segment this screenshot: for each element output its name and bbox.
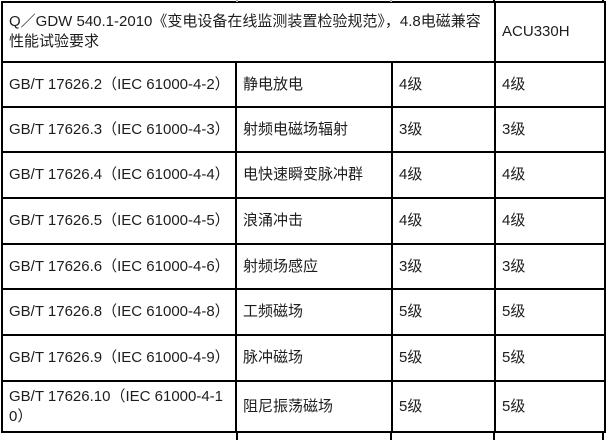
standard-cell: GB/T 17626.4（IEC 61000-4-4） [1, 151, 237, 199]
required-level-cell: 3级 [390, 243, 497, 290]
standard-cell: GB/T 17626.2（IEC 61000-4-2） [1, 61, 237, 108]
device-level-cell: 4级 [494, 61, 607, 108]
table-row: GB/T 17626.9（IEC 61000-4-9） 脉冲磁场 5级 5级 [1, 334, 607, 382]
grid-line-stub [493, 0, 495, 2]
required-level-cell: 4级 [390, 151, 497, 199]
test-item-cell: 射频电磁场辐射 [235, 106, 393, 153]
test-item-cell: 电快速瞬变脉冲群 [235, 151, 393, 199]
grid-line-stub [390, 0, 392, 2]
table-row: GB/T 17626.6（IEC 61000-4-6） 射频场感应 3级 3级 [1, 243, 607, 290]
test-item-cell: 静电放电 [235, 61, 393, 108]
table-header-row: Q／GDW 540.1-2010《变电设备在线监测装置检验规范》，4.8电磁兼容… [0, 1, 607, 63]
device-level-cell: 4级 [494, 151, 607, 199]
device-level-cell: 5级 [494, 380, 607, 433]
grid-line-stub [390, 433, 392, 440]
standard-cell: GB/T 17626.5（IEC 61000-4-5） [1, 197, 237, 245]
standard-cell: GB/T 17626.8（IEC 61000-4-8） [1, 288, 237, 336]
device-level-cell: 4级 [494, 197, 607, 245]
required-level-cell: 5级 [390, 334, 497, 382]
device-level-cell: 5级 [494, 334, 607, 382]
required-level-cell: 4级 [390, 197, 497, 245]
grid-line-stub [236, 0, 238, 2]
test-item-cell: 阻尼振荡磁场 [235, 380, 393, 433]
header-title-cell: Q／GDW 540.1-2010《变电设备在线监测装置检验规范》，4.8电磁兼容… [0, 1, 497, 63]
grid-line-stub [602, 433, 604, 440]
table-row: GB/T 17626.2（IEC 61000-4-2） 静电放电 4级 4级 [1, 61, 607, 108]
device-level-cell: 5级 [494, 288, 607, 336]
standard-cell: GB/T 17626.10（IEC 61000-4-10） [1, 380, 237, 433]
test-item-cell: 浪涌冲击 [235, 197, 393, 245]
device-level-cell: 3级 [494, 106, 607, 153]
standard-cell: GB/T 17626.6（IEC 61000-4-6） [1, 243, 237, 290]
table-row: GB/T 17626.4（IEC 61000-4-4） 电快速瞬变脉冲群 4级 … [1, 151, 607, 199]
device-level-cell: 3级 [494, 243, 607, 290]
grid-line-stub [493, 433, 495, 440]
table-row: GB/T 17626.8（IEC 61000-4-8） 工频磁场 5级 5级 [1, 288, 607, 336]
standard-cell: GB/T 17626.3（IEC 61000-4-3） [1, 106, 237, 153]
table-row: GB/T 17626.3（IEC 61000-4-3） 射频电磁场辐射 3级 3… [1, 106, 607, 153]
required-level-cell: 3级 [390, 106, 497, 153]
table-row: GB/T 17626.5（IEC 61000-4-5） 浪涌冲击 4级 4级 [1, 197, 607, 245]
test-item-cell: 脉冲磁场 [235, 334, 393, 382]
header-device-cell: ACU330H [494, 1, 607, 63]
standard-cell: GB/T 17626.9（IEC 61000-4-9） [1, 334, 237, 382]
test-item-cell: 射频场感应 [235, 243, 393, 290]
required-level-cell: 5级 [390, 288, 497, 336]
table-row: GB/T 17626.10（IEC 61000-4-10） 阻尼振荡磁场 5级 … [1, 380, 607, 433]
grid-line-stub [236, 433, 238, 440]
required-level-cell: 4级 [390, 61, 497, 108]
grid-line-stub [602, 0, 604, 2]
required-level-cell: 5级 [390, 380, 497, 433]
test-item-cell: 工频磁场 [235, 288, 393, 336]
